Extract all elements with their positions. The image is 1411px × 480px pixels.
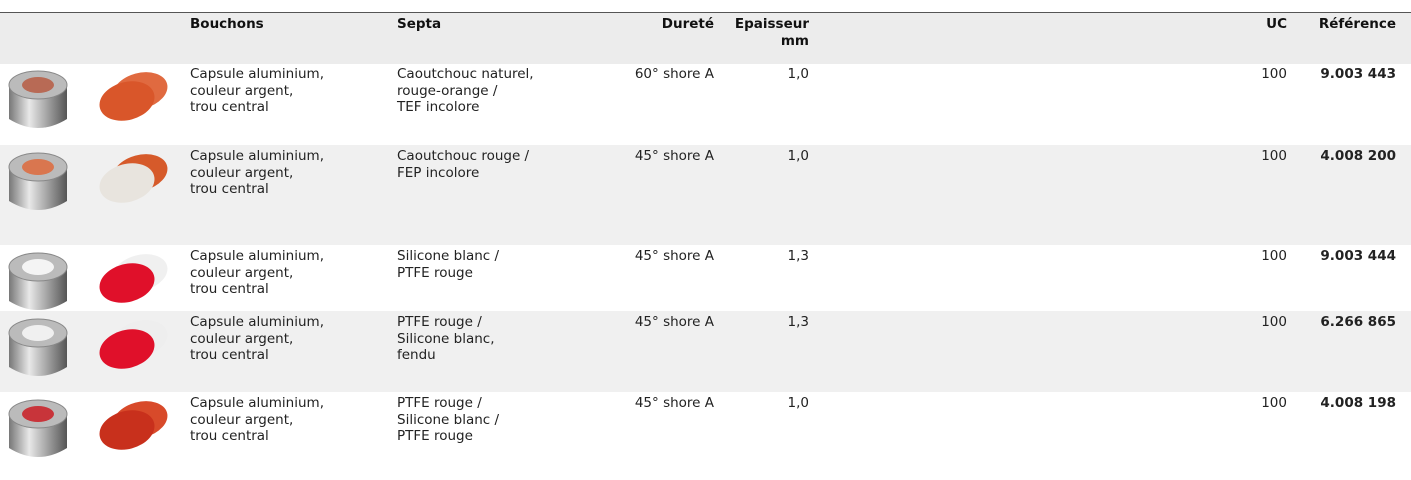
cell-epaisseur: 1,3 [787,314,809,330]
product-image [8,252,168,310]
header-durete: Dureté [661,16,714,32]
cell-uc: 100 [1261,248,1287,264]
product-image [8,70,168,128]
cell-epaisseur: 1,3 [787,248,809,264]
cell-durete: 45° shore A [634,314,714,330]
cell-bouchons: Capsule aluminium, couleur argent, trou … [190,395,324,444]
cell-epaisseur: 1,0 [787,148,809,164]
header-uc: UC [1266,16,1287,32]
cell-durete: 45° shore A [634,248,714,264]
cell-bouchons: Capsule aluminium, couleur argent, trou … [190,314,324,363]
cell-reference: 4.008 198 [1320,395,1396,411]
cell-septa: PTFE rouge / Silicone blanc, fendu [397,314,495,363]
header-epaisseur: Epaisseur mm [734,16,809,49]
header-background [0,12,1411,64]
cell-uc: 100 [1261,395,1287,411]
product-image [8,318,168,376]
cell-reference: 9.003 443 [1320,66,1396,82]
cell-reference: 6.266 865 [1320,314,1396,330]
cell-durete: 45° shore A [634,395,714,411]
cell-reference: 9.003 444 [1320,248,1396,264]
cell-reference: 4.008 200 [1320,148,1396,164]
row-background [0,145,1411,245]
header-septa: Septa [397,16,442,32]
row-background [0,311,1411,392]
header-reference: Référence [1318,16,1396,32]
cell-septa: Caoutchouc rouge / FEP incolore [397,148,530,181]
cell-durete: 45° shore A [634,148,714,164]
cell-epaisseur: 1,0 [787,66,809,82]
product-image [8,152,168,210]
header-bouchons: Bouchons [190,16,264,32]
cell-bouchons: Capsule aluminium, couleur argent, trou … [190,248,324,297]
cell-uc: 100 [1261,66,1287,82]
cell-septa: PTFE rouge / Silicone blanc / PTFE rouge [397,395,500,444]
cell-bouchons: Capsule aluminium, couleur argent, trou … [190,66,324,115]
cell-uc: 100 [1261,148,1287,164]
cell-epaisseur: 1,0 [787,395,809,411]
cell-septa: Silicone blanc / PTFE rouge [397,248,500,281]
cell-durete: 60° shore A [634,66,714,82]
product-image [8,399,168,457]
cell-septa: Caoutchouc naturel, rouge-orange / TEF i… [397,66,534,115]
cell-bouchons: Capsule aluminium, couleur argent, trou … [190,148,324,197]
cell-uc: 100 [1261,314,1287,330]
